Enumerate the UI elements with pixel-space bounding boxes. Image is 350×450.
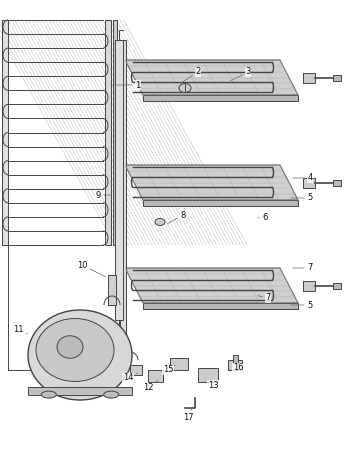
Bar [170,358,188,370]
Bar [108,275,116,305]
Text: 5: 5 [291,301,313,310]
Bar [130,365,142,375]
Text: 6: 6 [258,213,268,222]
Text: 13: 13 [205,378,218,390]
Polygon shape [125,60,298,95]
Text: 4: 4 [293,174,313,183]
Ellipse shape [179,84,191,93]
Ellipse shape [104,391,119,398]
Ellipse shape [28,310,132,400]
Ellipse shape [41,391,56,398]
Bar [228,360,242,370]
Text: 7: 7 [293,264,313,273]
Text: 16: 16 [228,364,243,373]
Polygon shape [143,95,298,101]
Text: 11: 11 [13,325,27,334]
Bar [303,177,315,188]
Bar [198,368,218,382]
Bar [120,40,126,360]
Text: 15: 15 [163,365,175,374]
Bar [105,20,111,245]
Bar [333,180,341,185]
Text: 1: 1 [111,81,141,90]
Polygon shape [125,268,298,303]
Text: 3: 3 [231,68,251,81]
Bar [28,387,132,395]
Text: 10: 10 [77,261,105,277]
Polygon shape [143,200,298,206]
Text: 12: 12 [143,380,158,392]
Ellipse shape [57,336,83,358]
Polygon shape [125,165,298,200]
Bar [2,20,8,245]
Bar [333,75,341,81]
Ellipse shape [36,319,114,382]
Text: 5: 5 [291,194,313,202]
Bar [233,355,238,363]
Text: 8: 8 [167,211,186,224]
Polygon shape [143,303,298,309]
Bar [148,370,163,382]
Bar [115,40,123,320]
Bar [303,280,315,291]
Ellipse shape [155,219,165,225]
Bar [113,20,117,245]
Text: 14: 14 [123,373,138,382]
Bar [333,283,341,288]
Text: 2: 2 [180,68,201,84]
Text: 9: 9 [95,190,112,199]
Text: 7: 7 [258,293,271,302]
Bar [303,72,315,82]
Text: 17: 17 [183,408,193,423]
